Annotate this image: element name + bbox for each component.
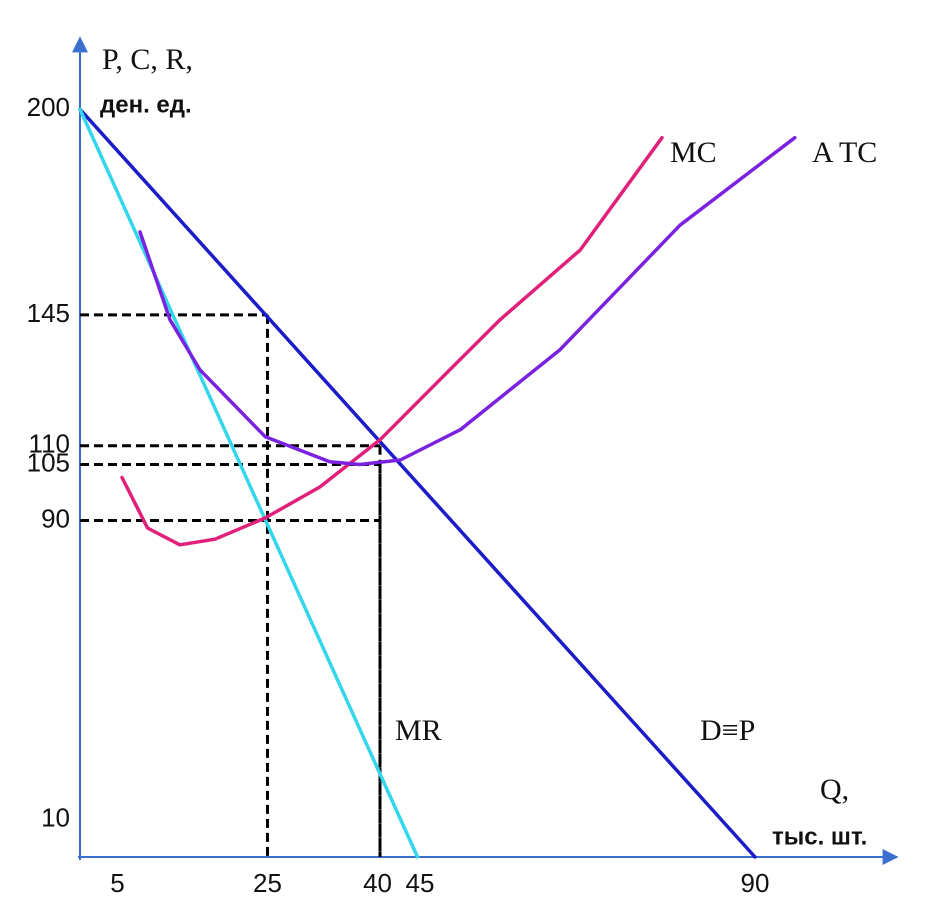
curve [120,135,664,547]
x-tick-label: 25 [253,868,282,898]
y-tick-label: 10 [41,802,70,832]
y-tick-label: 105 [27,447,70,477]
y-tick-label: 200 [27,92,70,122]
x-axis-label: Q, [820,773,849,806]
curve [78,107,420,859]
y-tick-label: 145 [27,298,70,328]
y-tick-label: 90 [41,503,70,533]
x-tick-label: 45 [406,868,435,898]
y-tick-label: 110 [29,429,70,459]
x-axis-label: тыс. шт. [772,823,867,850]
curve-label: A TC [812,136,877,169]
x-tick-label: 40 [363,868,392,898]
curve [138,135,797,467]
y-axis-label: ден. ед. [100,91,192,118]
curve-label: D≡P [700,714,755,747]
curve-label: MR [395,714,442,747]
x-tick-label: 5 [110,868,124,898]
y-axis-label: P, C, R, [102,43,193,76]
curve [78,107,757,859]
curve-label: MC [670,136,717,169]
x-tick-label: 90 [741,868,770,898]
